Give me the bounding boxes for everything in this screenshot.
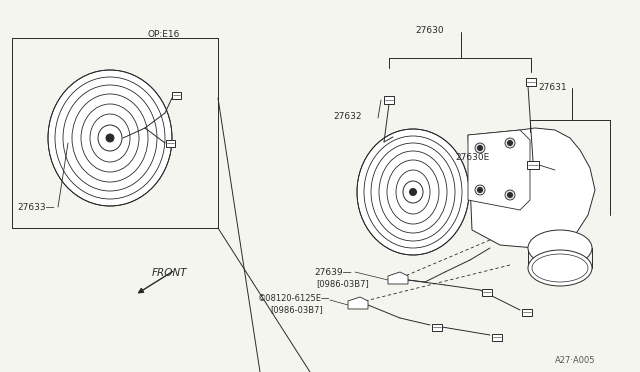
Polygon shape: [348, 297, 368, 309]
Polygon shape: [388, 272, 408, 284]
Circle shape: [475, 143, 485, 153]
Bar: [172, 92, 180, 99]
Circle shape: [106, 134, 114, 142]
Ellipse shape: [403, 181, 423, 203]
Text: [0986-03B7]: [0986-03B7]: [270, 305, 323, 314]
Bar: [492, 334, 502, 340]
Text: 27632: 27632: [333, 112, 362, 121]
Text: 27630E: 27630E: [455, 153, 489, 162]
Text: 27639—: 27639—: [314, 268, 351, 277]
Ellipse shape: [357, 129, 469, 255]
Text: 27631: 27631: [538, 83, 566, 92]
Circle shape: [475, 185, 485, 195]
Text: [0986-03B7]: [0986-03B7]: [316, 279, 369, 288]
Circle shape: [410, 189, 417, 196]
Ellipse shape: [528, 250, 592, 286]
Text: A27·A005: A27·A005: [555, 356, 595, 365]
Bar: [522, 308, 532, 315]
Circle shape: [508, 192, 513, 198]
Circle shape: [477, 187, 483, 192]
Text: 27633—: 27633—: [17, 203, 54, 212]
Bar: [432, 324, 442, 330]
Circle shape: [508, 141, 513, 145]
Ellipse shape: [532, 254, 588, 282]
Circle shape: [505, 190, 515, 200]
Circle shape: [477, 145, 483, 151]
Text: 27630: 27630: [416, 26, 444, 35]
Polygon shape: [468, 130, 530, 210]
Text: OP:E16: OP:E16: [148, 30, 180, 39]
Polygon shape: [468, 128, 595, 248]
Text: FRONT: FRONT: [152, 268, 188, 278]
Bar: [482, 289, 492, 295]
Ellipse shape: [98, 125, 122, 151]
Ellipse shape: [48, 70, 172, 206]
Circle shape: [505, 138, 515, 148]
Bar: [166, 140, 175, 147]
Bar: [526, 78, 536, 86]
Ellipse shape: [528, 230, 592, 266]
Bar: [527, 161, 539, 169]
Bar: [384, 96, 394, 104]
Text: ©08120-6125E—: ©08120-6125E—: [258, 294, 330, 303]
